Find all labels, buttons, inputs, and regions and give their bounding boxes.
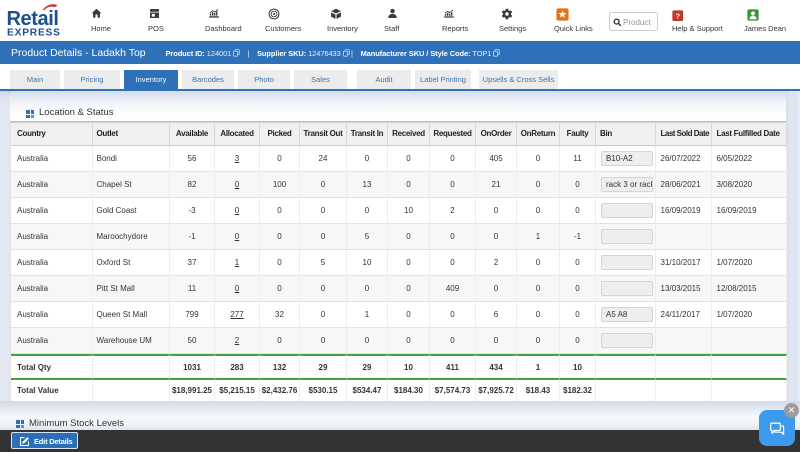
svg-text:EXPRESS: EXPRESS xyxy=(7,28,61,39)
svg-text:Retail: Retail xyxy=(7,8,59,30)
svg-text:?: ? xyxy=(675,11,680,20)
